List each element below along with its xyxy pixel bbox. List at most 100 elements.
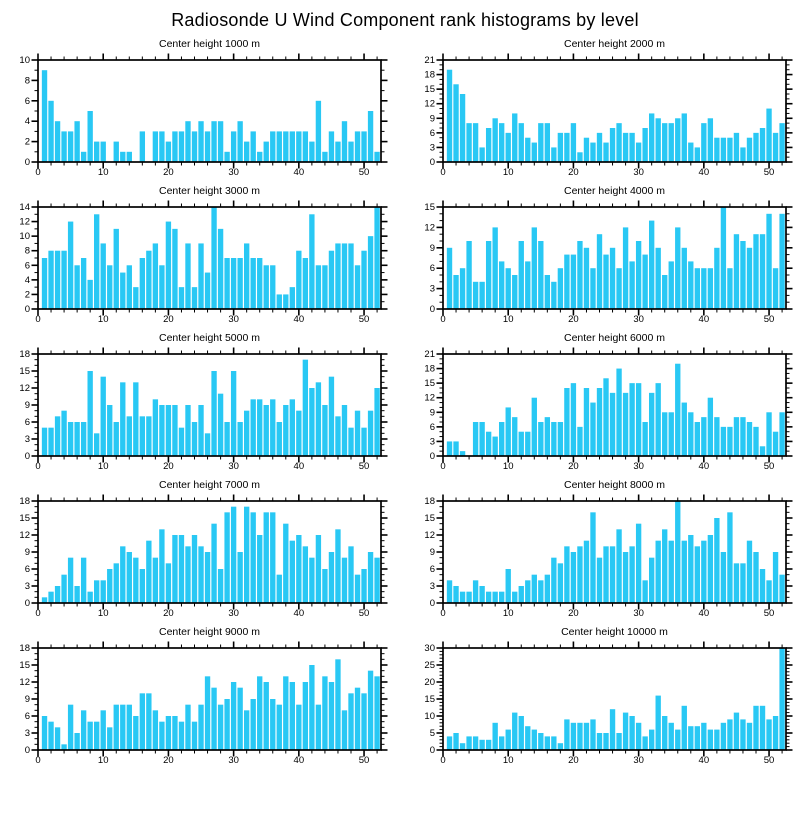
bar [185,546,191,603]
bar [557,268,564,309]
bar [720,426,727,456]
bar [616,268,622,309]
bar [453,275,459,309]
bar [564,719,570,750]
bar [204,272,211,309]
bar [257,535,263,603]
y-tick-label: 14 [19,202,30,213]
y-tick-label: 30 [424,643,435,654]
y-tick-label: 15 [19,513,30,524]
y-tick-label: 18 [19,496,30,507]
y-tick-label: 6 [25,260,30,271]
bar [557,132,564,162]
bar [740,719,746,750]
bar [779,412,785,456]
x-tick-label: 0 [35,461,40,472]
bar [139,693,146,750]
x-tick-label: 50 [359,167,370,178]
y-tick-label: 15 [424,84,435,95]
bar [107,265,113,309]
bar [622,552,629,603]
bar [453,733,459,750]
bar [688,412,694,456]
bar [616,733,622,750]
bar [348,546,354,603]
bar [309,665,315,750]
bar [609,392,616,456]
bar [54,586,61,603]
bar [94,214,100,309]
bar [766,412,772,456]
bar [159,405,165,456]
x-tick-label: 50 [764,461,775,472]
bar [649,392,655,456]
bar [779,213,785,309]
bar [655,383,661,456]
bar [159,265,165,309]
bar [133,382,139,456]
bar [322,569,328,603]
bar [198,704,204,750]
bar [341,121,348,162]
y-tick-label: 12 [19,677,30,688]
bar [655,695,661,750]
bar [635,142,642,162]
bar [551,281,557,309]
bar [590,142,596,162]
bar [505,407,511,456]
bar [335,659,341,750]
bar [675,729,681,750]
bar [518,716,524,750]
bar [629,383,635,456]
bar [263,682,269,750]
bar [564,388,570,456]
bar [479,739,485,750]
bar [61,131,67,162]
bar [315,382,322,456]
x-tick-label: 30 [633,167,644,178]
y-tick-label: 6 [25,711,30,722]
bar [642,254,648,309]
bar [499,261,505,309]
bar [341,710,348,750]
bar [759,446,766,456]
bar [616,123,622,162]
bar [113,563,119,603]
bar [172,228,178,309]
bar [80,422,87,456]
bar [720,722,727,750]
bar [263,512,269,603]
bar [139,131,146,162]
bar [94,580,100,603]
bar [361,693,367,750]
bar [374,676,380,750]
bar [367,236,374,309]
bar [54,121,61,162]
bar [642,128,648,162]
y-tick-label: 21 [424,349,435,360]
bar [766,213,772,309]
bar [133,287,139,309]
histogram-grid: Center height 1000 m 0 2 4 6 8 10 0 10 20 30 40 50 … [0,37,810,772]
bar [257,258,263,309]
bar [315,535,322,603]
x-tick-label: 30 [228,755,239,766]
x-tick-label: 0 [440,314,445,325]
bar [41,258,48,309]
bar [603,254,609,309]
bar [635,383,642,456]
y-tick-label: 0 [25,598,30,609]
bar [172,716,178,750]
bar [538,123,544,162]
bar [185,243,191,309]
x-tick-label: 0 [35,755,40,766]
bar [779,123,785,162]
bar [753,132,759,162]
bar [564,254,570,309]
bar [485,739,492,750]
bar [531,729,537,750]
bar [570,722,577,750]
bar [94,141,100,162]
bar [87,371,93,456]
bar [107,405,113,456]
